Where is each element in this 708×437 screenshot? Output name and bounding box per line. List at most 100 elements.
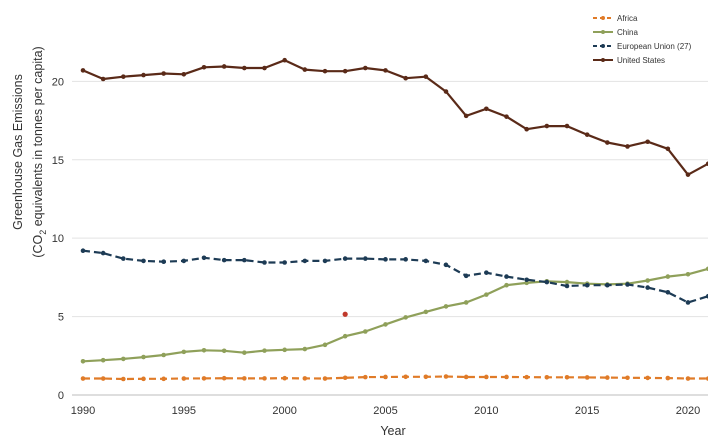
data-point [443, 304, 449, 309]
legend-label: Africa [617, 14, 638, 23]
data-point [322, 68, 328, 74]
legend-label: United States [617, 56, 665, 65]
data-point [282, 260, 287, 265]
data-point [363, 374, 368, 380]
data-point [121, 376, 126, 382]
data-point [645, 139, 650, 145]
data-point [363, 329, 368, 334]
data-point [685, 300, 691, 305]
annotations [342, 311, 348, 317]
data-point [584, 282, 590, 288]
y-axis-label-line2-post: equivalents in tonnes per capita) [31, 46, 45, 229]
data-point [181, 376, 187, 381]
data-point [524, 374, 529, 380]
y-tick-label: 0 [58, 390, 64, 402]
data-point [584, 132, 590, 137]
data-point [363, 256, 368, 261]
data-point [100, 76, 106, 82]
data-point [645, 285, 650, 290]
data-point [685, 271, 691, 277]
x-tick-label: 2015 [575, 405, 599, 417]
data-point [504, 282, 509, 288]
data-point [383, 374, 388, 380]
data-point [443, 374, 449, 379]
data-point [403, 257, 408, 262]
data-point [463, 300, 469, 305]
legend: Africa China European Union (27) United Sta… [593, 14, 692, 65]
data-point [181, 349, 187, 355]
data-point [201, 255, 207, 261]
data-point [262, 65, 267, 71]
data-point [443, 89, 449, 94]
data-point [342, 68, 348, 74]
data-point [121, 74, 126, 79]
data-point [342, 333, 348, 339]
series-china [80, 266, 708, 364]
data-point [665, 146, 671, 152]
series-africa [80, 374, 708, 382]
data-point [544, 279, 550, 285]
legend-label: European Union (27) [617, 42, 692, 51]
data-point [484, 106, 489, 112]
data-point [423, 374, 429, 380]
annotation-point [342, 311, 348, 317]
series-european-union-27 [80, 248, 708, 305]
data-point [161, 352, 166, 358]
data-point [201, 64, 207, 70]
x-axis-label: Year [380, 424, 405, 437]
y-tick-label: 10 [52, 233, 64, 245]
data-point [100, 250, 106, 256]
series-group [80, 57, 708, 382]
data-point [141, 258, 146, 264]
data-point [544, 374, 550, 380]
legend-item: China [593, 28, 638, 37]
data-point [484, 374, 489, 380]
data-point [463, 374, 469, 380]
data-point [221, 257, 227, 263]
data-point [322, 342, 328, 348]
data-point [161, 376, 166, 382]
series-line [82, 249, 708, 304]
data-point [80, 248, 86, 254]
legend-item: European Union (27) [593, 42, 692, 51]
series-line [82, 59, 708, 176]
data-point [544, 123, 550, 129]
data-point [625, 375, 630, 381]
data-point [705, 293, 708, 299]
y-tick-label: 20 [52, 76, 64, 88]
data-point [625, 282, 630, 287]
data-point [302, 258, 308, 264]
x-tick-label: 2005 [373, 405, 397, 417]
data-point [121, 256, 126, 261]
data-point [685, 172, 691, 177]
data-point [423, 74, 429, 79]
data-point [564, 283, 570, 289]
data-point [342, 256, 348, 261]
data-point [322, 258, 328, 264]
data-point [605, 140, 610, 145]
data-point [242, 376, 247, 381]
data-point [302, 67, 308, 72]
data-point [605, 282, 610, 288]
legend-marker [601, 30, 605, 34]
x-tick-label: 1995 [172, 405, 196, 417]
data-point [262, 348, 267, 353]
data-point [705, 266, 708, 272]
data-point [504, 374, 509, 380]
y-axis-ticks: 0 5 10 15 20 [52, 76, 64, 402]
data-point [80, 68, 86, 73]
data-point [161, 71, 166, 76]
y-axis-label: Greenhouse Gas Emissions (CO2 equivalent… [11, 46, 48, 257]
data-point [141, 376, 146, 382]
data-point [201, 376, 207, 381]
data-point [403, 374, 408, 380]
data-point [221, 348, 227, 354]
data-point [504, 274, 509, 279]
data-point [665, 289, 671, 295]
data-point [383, 68, 388, 73]
data-point [463, 273, 469, 279]
data-point [282, 347, 287, 353]
data-point [685, 376, 691, 381]
data-point [302, 346, 308, 352]
